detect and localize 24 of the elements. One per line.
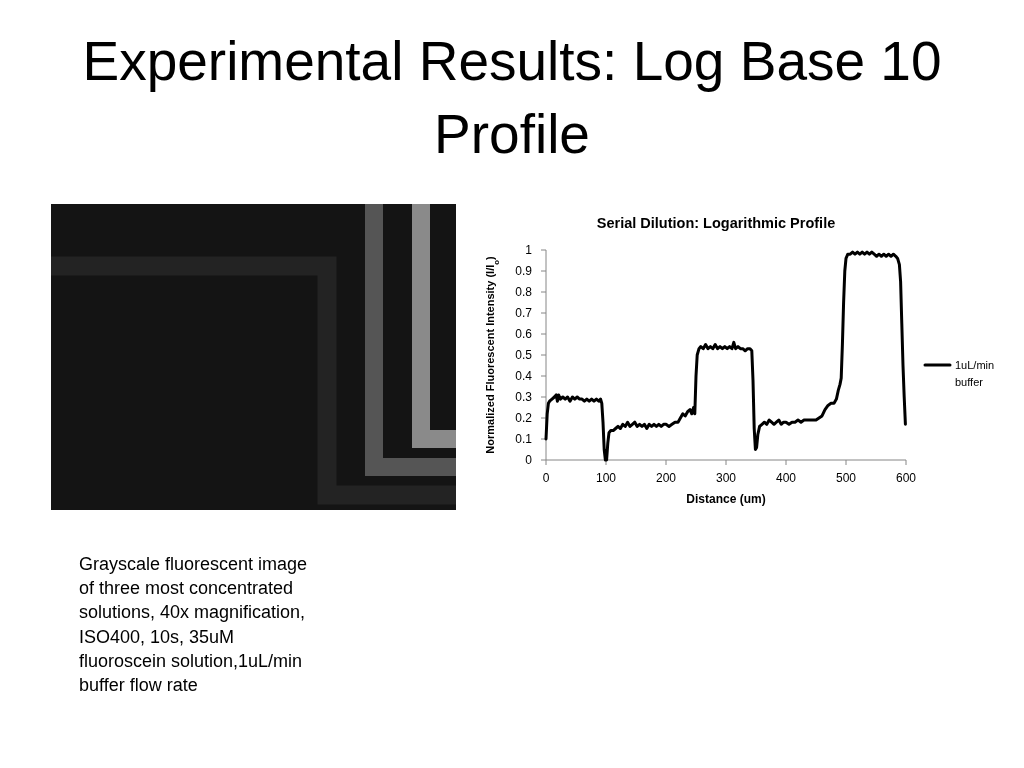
chart-title: Experimental Results: Log Base 10 Profile (82, 30, 942, 165)
x-tick-label: 400 (775, 471, 797, 485)
line-series (544, 250, 907, 462)
x-axis-title: Distance (um) (686, 492, 766, 506)
y-tick-label: 0.6 (515, 327, 533, 342)
y-tick-label: 0.7 (515, 306, 533, 321)
chart-subtitle: Serial Dilution: Logarithmic Profile (596, 215, 836, 231)
text: Grayscale fluorescent image of three most concentrated solutions, 40x magnification, ISO400, 10s, 35uM fluoroscein solution,1uL/min buffer flow rate (79, 554, 308, 695)
x-tick-label: 500 (835, 471, 857, 485)
y-tick-label: 0.8 (515, 285, 533, 300)
x-tick-label: 0 (542, 471, 550, 485)
y-tick-label: 0.4 (515, 369, 533, 384)
x-tick-label: 600 (895, 471, 917, 485)
y-tick-label: 0.2 (515, 411, 533, 426)
y-tick-label: 0.9 (515, 264, 533, 279)
y-tick-label: 1 (525, 243, 533, 258)
y-tick-label: 0.3 (515, 390, 533, 405)
x-tick-label: 300 (715, 471, 737, 485)
y-tick-label: 0.1 (515, 432, 533, 447)
x-tick-label: 200 (655, 471, 677, 485)
legend-label: 1uL/min buffer (955, 359, 995, 388)
y-tick-label: 0 (525, 453, 533, 468)
x-tick-label: 100 (595, 471, 617, 485)
y-tick-label: 0.5 (515, 348, 533, 363)
